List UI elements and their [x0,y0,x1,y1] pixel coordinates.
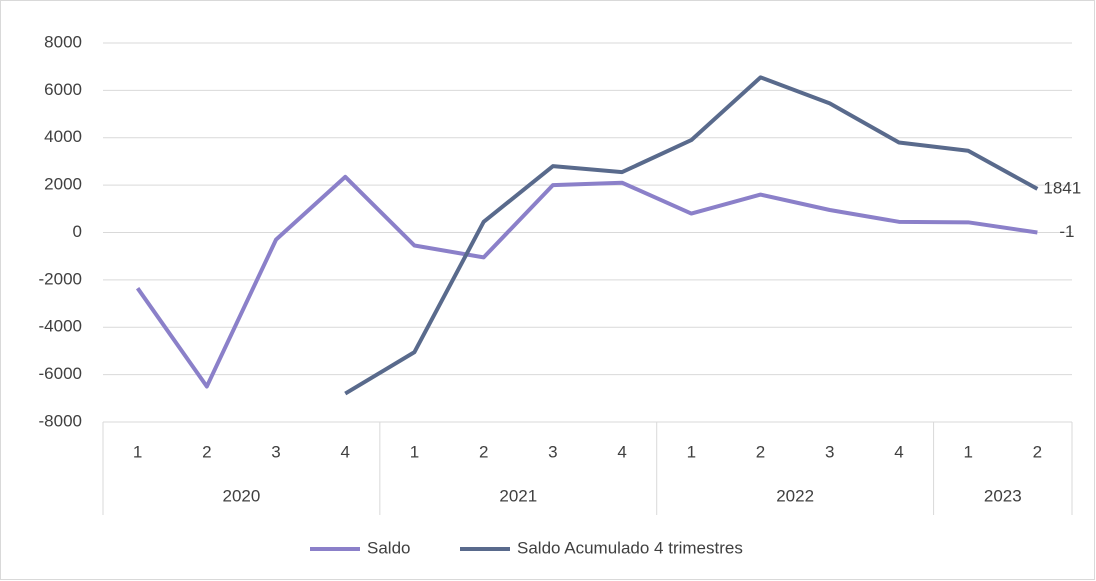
y-tick-label: 2000 [44,175,82,194]
x-tick-label: 3 [825,442,834,461]
y-tick-label: -8000 [39,411,82,430]
x-group-label: 2023 [984,486,1022,505]
y-tick-label: 8000 [44,32,82,51]
y-tick-label: 0 [73,222,82,241]
legend-label: Saldo Acumulado 4 trimestres [517,538,743,557]
x-tick-label: 2 [479,442,488,461]
y-tick-label: -4000 [39,317,82,336]
series-line [135,174,1038,389]
y-tick-label: -2000 [39,269,82,288]
y-tick-label: -6000 [39,364,82,383]
x-group-label: 2021 [499,486,537,505]
x-tick-label: 4 [894,442,903,461]
x-tick-label: 4 [341,442,350,461]
x-tick-label: 4 [617,442,626,461]
x-tick-label: 1 [687,442,696,461]
y-tick-label: 4000 [44,127,82,146]
x-tick-label: 1 [963,442,972,461]
x-tick-label: 2 [1033,442,1042,461]
x-tick-label: 3 [548,442,557,461]
x-tick-label: 2 [756,442,765,461]
x-group-label: 2022 [776,486,814,505]
x-group-label: 2020 [223,486,261,505]
y-tick-label: 6000 [44,80,82,99]
series-line [344,75,1039,396]
x-tick-label: 2 [202,442,211,461]
x-tick-label: 1 [133,442,142,461]
x-tick-label: 3 [271,442,280,461]
legend-label: Saldo [367,538,410,557]
x-tick-label: 1 [410,442,419,461]
data-label: -1 [1059,222,1074,241]
data-label: 1841 [1043,178,1081,197]
